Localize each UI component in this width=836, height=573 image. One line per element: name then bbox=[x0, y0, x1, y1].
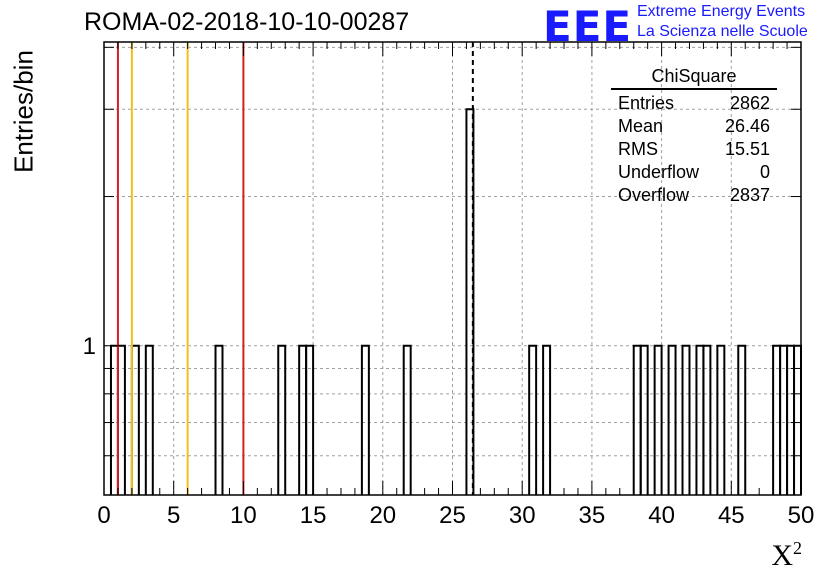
x-tick-label: 35 bbox=[579, 502, 606, 529]
logo-line-2: La Scienza nelle Scuole bbox=[637, 23, 808, 40]
histogram-bin bbox=[305, 344, 315, 495]
stats-label: Mean bbox=[618, 116, 664, 136]
stats-value: 15.51 bbox=[724, 139, 770, 159]
stats-row-overflow: Overflow 2837 bbox=[610, 184, 778, 207]
histogram-bin bbox=[465, 108, 475, 495]
x-tick-label: 0 bbox=[97, 502, 110, 529]
x-tick-label: 5 bbox=[167, 502, 180, 529]
stats-row-mean: Mean 26.46 bbox=[610, 115, 778, 138]
eee-logo: EEE bbox=[543, 2, 633, 51]
histogram-bin bbox=[144, 344, 154, 495]
x-tick-label: 50 bbox=[788, 502, 815, 529]
histogram-bin bbox=[667, 344, 677, 495]
stats-value: 2837 bbox=[729, 185, 770, 205]
x-tick-label: 20 bbox=[369, 502, 396, 529]
logo-caption: Extreme Energy Events La Scienza nelle S… bbox=[637, 2, 808, 42]
x-tick-label: 15 bbox=[300, 502, 327, 529]
stats-label: RMS bbox=[618, 139, 658, 159]
x-axis-label-superscript: 2 bbox=[793, 538, 802, 558]
y-tick-label: 1 bbox=[83, 333, 96, 360]
logo-line-1: Extreme Energy Events bbox=[637, 3, 806, 20]
histogram-bin bbox=[214, 344, 224, 495]
histogram-bin bbox=[639, 344, 649, 495]
stats-value: 26.46 bbox=[724, 116, 770, 136]
histogram-bin bbox=[737, 344, 747, 495]
chart-title: ROMA-02-2018-10-10-00287 bbox=[84, 8, 410, 36]
x-tick-label: 30 bbox=[509, 502, 536, 529]
stats-value: 2862 bbox=[729, 93, 770, 113]
histogram-bin bbox=[653, 344, 663, 495]
histogram-bin bbox=[528, 344, 538, 495]
histogram-bin bbox=[716, 344, 726, 495]
histogram-bin bbox=[402, 344, 412, 495]
stats-label: Overflow bbox=[618, 185, 690, 205]
histogram-bin bbox=[542, 344, 552, 495]
histogram-bin bbox=[702, 344, 712, 495]
stats-label: Entries bbox=[618, 93, 675, 113]
stats-box: ChiSquare Entries 2862 Mean 26.46 RMS 15.51… bbox=[610, 66, 778, 207]
stats-value: 0 bbox=[759, 162, 770, 182]
stats-label: Underflow bbox=[618, 162, 700, 182]
stats-row-entries: Entries 2862 bbox=[610, 92, 778, 115]
x-axis-label-symbol: Χ bbox=[771, 539, 793, 572]
stats-box-title: ChiSquare bbox=[611, 66, 777, 90]
x-tick-label: 10 bbox=[230, 502, 257, 529]
x-tick-label: 45 bbox=[718, 502, 745, 529]
x-axis-label: Χ2 bbox=[771, 538, 802, 573]
stats-row-underflow: Underflow 0 bbox=[610, 161, 778, 184]
x-tick-label: 40 bbox=[648, 502, 675, 529]
stats-row-rms: RMS 15.51 bbox=[610, 138, 778, 161]
x-tick-label: 25 bbox=[439, 502, 466, 529]
histogram-bin bbox=[360, 344, 370, 495]
histogram-bin bbox=[277, 344, 287, 495]
histogram-bin bbox=[681, 344, 691, 495]
